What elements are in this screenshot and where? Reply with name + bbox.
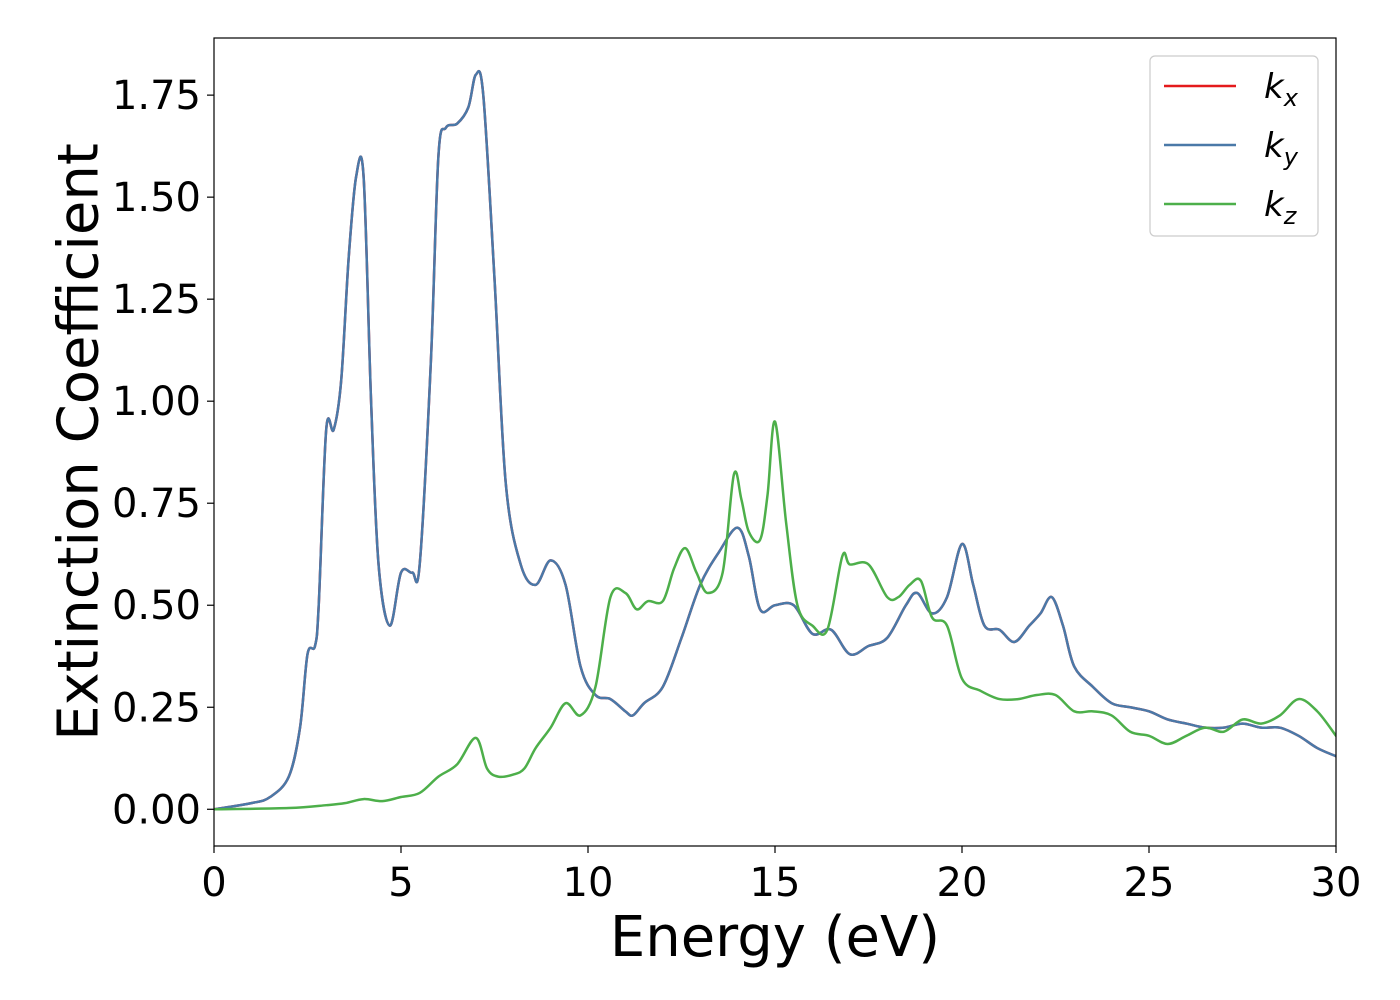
x-tick-label: 0 (201, 860, 226, 906)
legend-label-z: kz (1264, 185, 1298, 230)
y-tick-label: 1.00 (112, 379, 201, 425)
y-tick-label: 1.50 (112, 175, 201, 221)
y-tick-label: 0.50 (112, 583, 201, 629)
y-tick-label: 1.25 (112, 277, 201, 323)
legend-label-y: ky (1264, 126, 1299, 171)
legend: kx ky kz (1149, 55, 1319, 237)
x-tick-label: 5 (388, 860, 413, 906)
ticks-layer: 0 5 10 15 20 25 30 0.00 0.25 0.50 0.75 1.00 1.25 1.50… (112, 73, 1362, 906)
x-tick-label: 25 (1124, 860, 1175, 906)
series-layer (214, 70, 1336, 811)
y-tick-label: 0.25 (112, 685, 201, 731)
x-tick-label: 15 (750, 860, 801, 906)
y-axis-label: Extinction Coefficient (47, 143, 112, 741)
x-tick-label: 30 (1311, 860, 1362, 906)
y-tick-label: 0.00 (112, 787, 201, 833)
series-line-z (214, 420, 1336, 811)
x-tick-label: 20 (937, 860, 988, 906)
x-tick-label: 10 (563, 860, 614, 906)
y-tick-label: 0.75 (112, 481, 201, 527)
x-axis-label: Energy (eV) (610, 905, 940, 970)
series-line-y (214, 70, 1336, 811)
legend-label-x: kx (1264, 67, 1299, 112)
y-tick-label: 1.75 (112, 73, 201, 119)
